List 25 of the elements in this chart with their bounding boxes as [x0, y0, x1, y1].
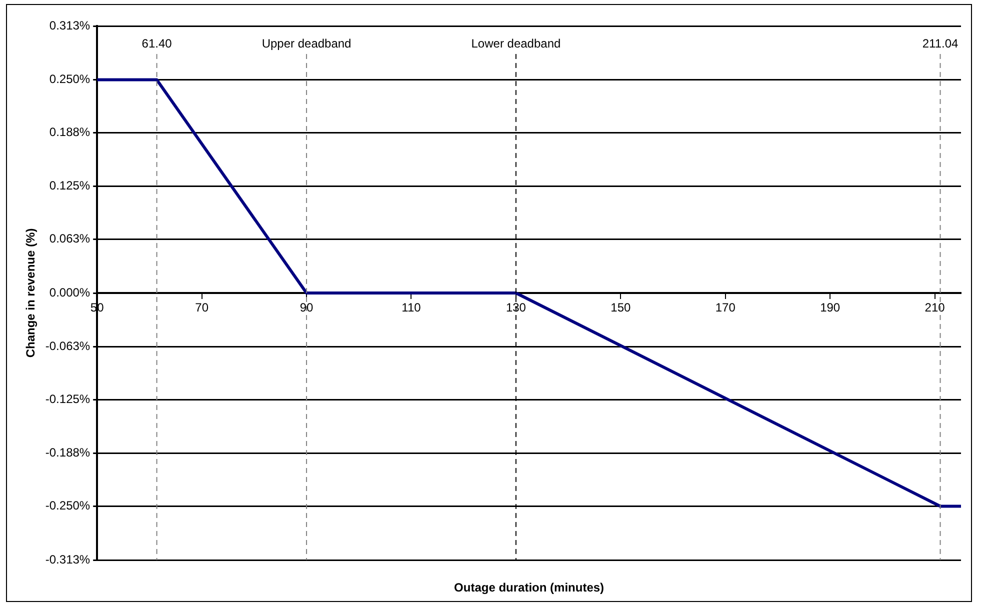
- ref-line-label: Lower deadband: [471, 36, 561, 50]
- x-tick-label: 170: [715, 300, 736, 315]
- x-tick-label: 90: [300, 300, 314, 315]
- x-axis-title: Outage duration (minutes): [454, 580, 604, 594]
- x-tick-label: 70: [195, 300, 209, 315]
- x-tick-label: 110: [402, 300, 422, 315]
- y-tick-label: -0.250%: [45, 498, 90, 513]
- x-tick-label: 190: [820, 300, 840, 315]
- y-tick-label: 0.313%: [49, 18, 90, 32]
- y-tick-label: 0.000%: [49, 285, 90, 300]
- y-tick-label: 0.063%: [49, 232, 90, 246]
- ref-line-label: 61.40: [142, 36, 172, 50]
- ref-line-label: Upper deadband: [262, 36, 352, 50]
- y-tick-label: -0.125%: [45, 392, 90, 406]
- y-tick-label: 0.188%: [49, 124, 90, 139]
- y-axis-title: Change in revenue (%): [24, 228, 38, 358]
- x-tick-label: 130: [506, 300, 526, 315]
- y-tick-label: -0.188%: [45, 446, 90, 460]
- x-tick-label: 150: [610, 300, 632, 315]
- x-tick-label: 210: [924, 300, 946, 315]
- y-tick-label: -0.063%: [45, 339, 90, 354]
- y-tick-label: 0.125%: [49, 178, 90, 193]
- y-tick-label: -0.313%: [45, 552, 90, 566]
- y-tick-label: 0.250%: [49, 72, 90, 86]
- ref-line-label: 211.04: [922, 36, 958, 50]
